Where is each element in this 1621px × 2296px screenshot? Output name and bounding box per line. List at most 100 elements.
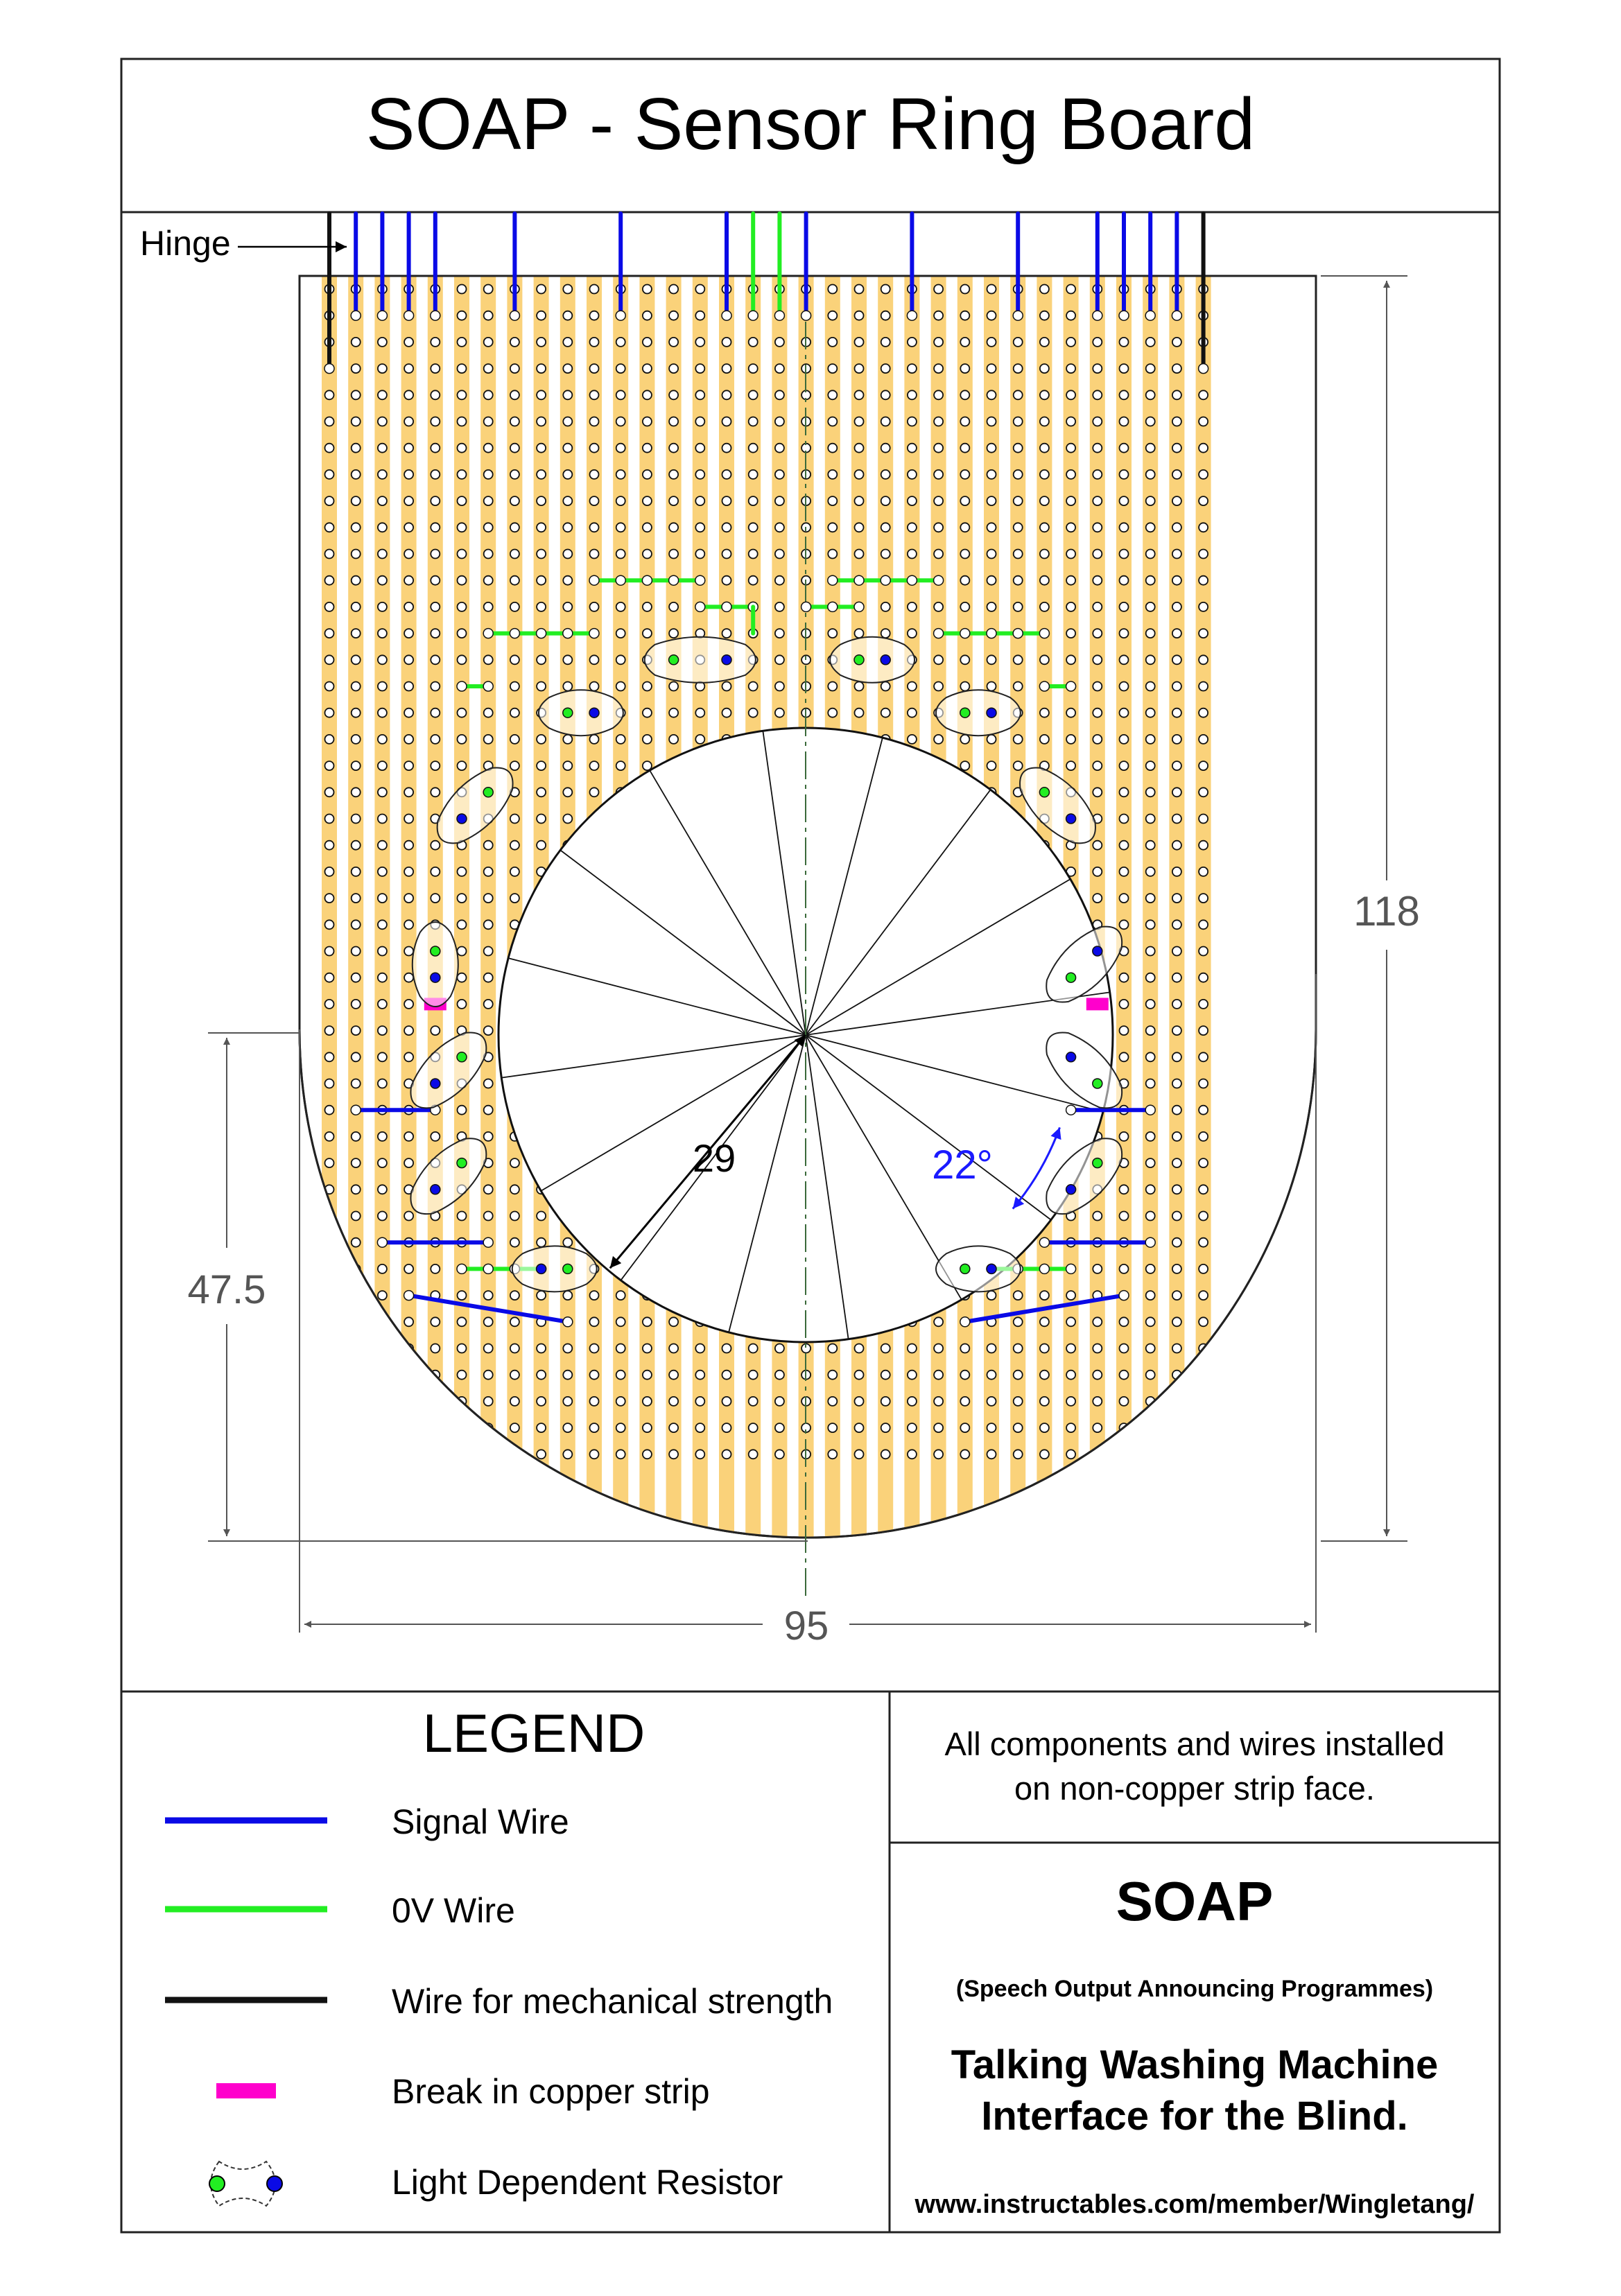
board-hole	[510, 1423, 520, 1434]
wire-end	[350, 1104, 361, 1115]
board-hole	[615, 548, 626, 559]
board-hole	[1092, 840, 1103, 851]
board-hole	[907, 1396, 917, 1407]
board-hole	[1198, 681, 1208, 692]
board-hole	[1145, 734, 1156, 745]
board-hole	[642, 336, 652, 347]
board-hole	[668, 390, 679, 401]
board-hole	[1066, 1449, 1076, 1460]
board-hole	[933, 602, 944, 612]
board-hole	[350, 946, 361, 957]
strip-break-swatch	[216, 2083, 276, 2098]
board-hole	[615, 469, 626, 480]
board-hole	[986, 363, 997, 374]
board-hole	[1066, 522, 1076, 533]
board-hole	[986, 1423, 997, 1434]
wire-end	[1065, 1263, 1077, 1275]
board-hole	[350, 1131, 361, 1142]
board-hole	[1145, 390, 1156, 401]
board-hole	[1066, 734, 1076, 745]
light-dependent-resistor	[410, 1138, 487, 1215]
board-hole	[1145, 496, 1156, 506]
board-hole	[774, 442, 785, 453]
board-hole	[324, 628, 335, 638]
board-hole	[1172, 1104, 1182, 1115]
board-hole	[1012, 336, 1023, 347]
board-hole	[615, 1290, 626, 1301]
ldr-signal-lead	[986, 1263, 997, 1275]
ldr-ground-lead	[430, 946, 441, 957]
board-hole	[827, 681, 838, 692]
legend: Signal Wire 0V Wire Wire for mechanical …	[165, 1802, 833, 2207]
board-hole	[324, 496, 335, 506]
wire-end	[1197, 363, 1209, 374]
board-hole	[1118, 1131, 1129, 1142]
page-title: SOAP - Sensor Ring Board	[366, 83, 1255, 165]
board-hole	[456, 946, 467, 957]
board-hole	[350, 1423, 361, 1434]
board-hole	[1118, 469, 1129, 480]
board-hole	[483, 522, 494, 533]
board-hole	[350, 707, 361, 718]
board-hole	[642, 1423, 652, 1434]
board-hole	[536, 813, 546, 824]
board-hole	[350, 390, 361, 401]
board-hole	[1172, 416, 1182, 427]
board-hole	[880, 548, 891, 559]
board-hole	[1092, 522, 1103, 533]
board-hole	[1198, 1290, 1208, 1301]
board-hole	[350, 442, 361, 453]
board-hole	[1198, 522, 1208, 533]
board-hole	[933, 548, 944, 559]
board-hole	[1012, 1316, 1023, 1328]
board-hole	[1092, 602, 1103, 612]
board-hole	[880, 1343, 891, 1354]
board-hole	[562, 760, 573, 771]
board-hole	[430, 575, 441, 586]
board-hole	[510, 469, 520, 480]
board-hole	[324, 575, 335, 586]
board-hole	[377, 681, 388, 692]
board-hole	[1198, 390, 1208, 401]
board-hole	[1066, 442, 1076, 453]
ldr-signal-lead	[430, 1078, 441, 1089]
board-hole	[1039, 602, 1050, 612]
board-hole	[324, 867, 335, 877]
board-hole	[430, 1316, 441, 1328]
board-hole	[377, 1423, 388, 1434]
board-hole	[377, 946, 388, 957]
board-hole	[350, 1396, 361, 1407]
board-hole	[483, 390, 494, 401]
board-hole	[668, 1343, 679, 1354]
board-hole	[1198, 919, 1208, 930]
radius-dimension-arrow	[609, 1034, 807, 1269]
board-hole	[430, 760, 441, 771]
board-hole	[1118, 1369, 1129, 1380]
board-hole	[827, 442, 838, 453]
board-hole	[1145, 999, 1156, 1009]
wire-end	[430, 310, 441, 321]
board-hole	[747, 1423, 759, 1434]
board-hole	[668, 602, 679, 612]
board-hole	[1092, 707, 1103, 718]
board-hole	[510, 1369, 520, 1380]
board-hole	[1145, 1369, 1156, 1380]
board-hole	[324, 390, 335, 401]
board-hole	[1118, 999, 1129, 1009]
board-hole	[1118, 548, 1129, 559]
ldr-ground-lead	[853, 654, 865, 666]
board-hole	[827, 496, 838, 506]
board-hole	[1039, 416, 1050, 427]
board-hole	[1012, 1449, 1023, 1460]
board-hole	[483, 442, 494, 453]
board-hole	[562, 336, 573, 347]
wire-end	[986, 627, 997, 639]
board-hole	[536, 416, 546, 427]
board-hole	[615, 628, 626, 638]
board-hole	[747, 1449, 759, 1460]
board-hole	[986, 1449, 997, 1460]
board-hole	[747, 707, 759, 718]
board-hole	[1145, 1131, 1156, 1142]
sheet-frame	[120, 58, 1501, 2234]
board-hole	[1066, 628, 1076, 638]
